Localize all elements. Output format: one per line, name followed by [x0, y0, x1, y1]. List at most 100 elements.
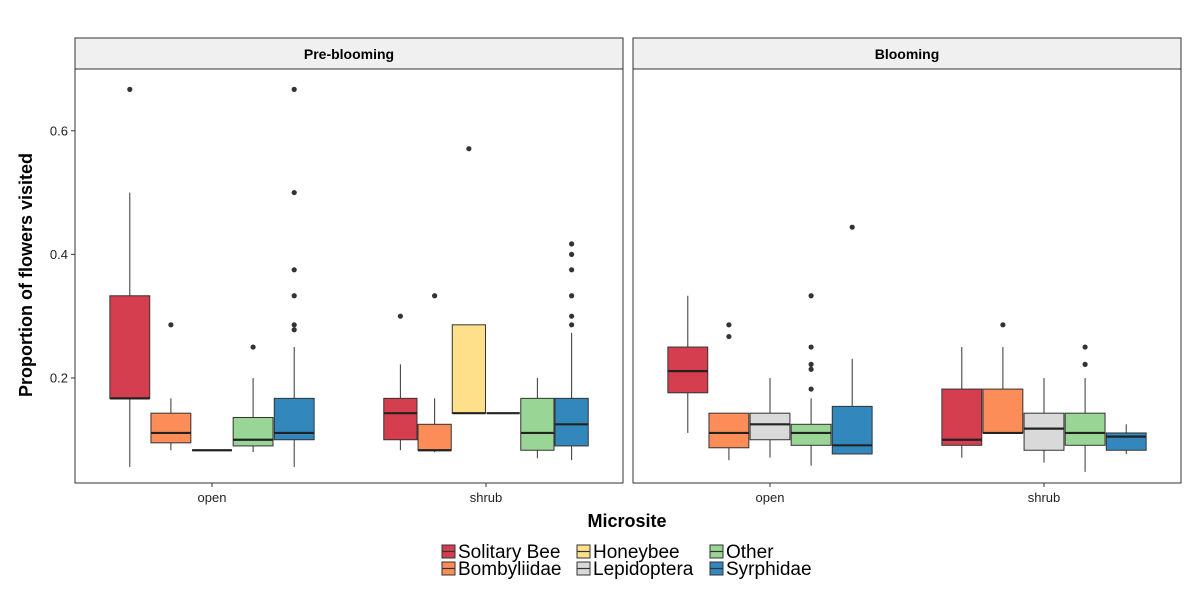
facet-panels: Pre-blooming 0.2 0.4 0.6 open shrub Blooming op…	[50, 37, 1182, 505]
x-tick-label: open	[756, 490, 785, 505]
box-other	[1064, 344, 1106, 472]
outlier-point	[849, 224, 855, 230]
x-tick-label: shrub	[1028, 490, 1061, 505]
box-body	[1064, 412, 1106, 446]
outlier-point	[397, 313, 403, 319]
box-lepidoptera	[749, 377, 791, 458]
legend-item-syrphidae: Syrphidae	[709, 559, 812, 580]
legend-label: Other	[726, 542, 774, 563]
box-body	[790, 423, 832, 446]
group-open	[109, 86, 315, 467]
panel-blooming: Blooming open shrub	[632, 37, 1182, 505]
outlier-point	[291, 189, 297, 196]
box-body	[417, 423, 452, 451]
box-solitary-bee	[667, 295, 709, 433]
outlier-point	[808, 361, 814, 367]
group-open	[667, 224, 873, 466]
outlier-point	[291, 293, 297, 299]
outlier-point	[127, 86, 133, 92]
outlier-point	[569, 251, 575, 257]
panel-pre-blooming: Pre-blooming 0.2 0.4 0.6 open shrub	[50, 37, 624, 505]
box-body	[150, 412, 192, 444]
outlier-point	[432, 293, 438, 299]
box-body	[520, 397, 555, 451]
facet-strip	[74, 37, 624, 70]
outlier-point	[569, 241, 575, 247]
box-body	[232, 417, 274, 447]
outlier-point	[291, 86, 297, 92]
outlier-point	[808, 366, 814, 372]
outlier-point	[808, 386, 814, 392]
x-tick-label: open	[198, 490, 227, 505]
box-body	[982, 388, 1024, 434]
box-other	[232, 344, 274, 453]
legend-item-bombyliidae: Bombyliidae	[441, 559, 562, 580]
box-body	[109, 295, 151, 399]
box-other	[790, 293, 832, 466]
legend-label: Syrphidae	[726, 559, 812, 580]
outlier-point	[808, 344, 814, 350]
x-axis-title: Microsite	[587, 511, 666, 531]
legend-label: Bombyliidae	[458, 559, 562, 580]
box-solitary-bee	[941, 347, 983, 458]
box-bombyliidae	[417, 293, 452, 453]
legend-label: Honeybee	[593, 542, 680, 563]
legend-item-honeybee: Honeybee	[576, 542, 680, 563]
box-bombyliidae	[150, 322, 192, 451]
outlier-point	[291, 327, 297, 333]
outlier-point	[726, 333, 732, 340]
outlier-point	[569, 293, 575, 299]
legend-item-other: Other	[709, 542, 774, 563]
facet-strip-label: Pre-blooming	[304, 46, 394, 62]
box-solitary-bee	[383, 313, 418, 451]
box-syrphidae	[1105, 424, 1147, 454]
outlier-point	[466, 146, 472, 152]
outlier-point	[291, 322, 297, 328]
box-syrphidae	[273, 86, 315, 467]
legend-item-solitary-bee: Solitary Bee	[441, 542, 560, 563]
box-syrphidae	[831, 224, 873, 455]
outlier-point	[1082, 361, 1088, 367]
y-tick-label: 0.4	[50, 247, 68, 262]
outlier-point	[1082, 344, 1088, 350]
group-shrub	[941, 322, 1147, 472]
outlier-point	[569, 267, 575, 273]
box-body	[667, 346, 709, 394]
legend-item-lepidoptera: Lepidoptera	[576, 559, 694, 580]
box-other	[520, 377, 555, 459]
outlier-point	[569, 322, 575, 328]
outlier-point	[1000, 322, 1006, 328]
outlier-point	[569, 313, 575, 319]
group-shrub	[383, 146, 589, 461]
box-body	[831, 405, 873, 455]
y-tick-label: 0.6	[50, 123, 68, 138]
box-lepidoptera	[1023, 377, 1065, 463]
box-body	[1105, 432, 1147, 451]
box-body	[749, 412, 791, 441]
facet-strip	[632, 37, 1182, 70]
box-solitary-bee	[109, 86, 151, 467]
box-honeybee	[451, 146, 486, 415]
box-body	[451, 324, 486, 414]
box-body	[383, 397, 418, 441]
outlier-point	[250, 344, 256, 350]
box-body	[1023, 412, 1065, 451]
outlier-point	[808, 293, 814, 299]
y-axis-title: Proportion of flowers visited	[16, 153, 36, 397]
box-bombyliidae	[708, 322, 750, 461]
box-body	[941, 388, 983, 446]
facet-strip-label: Blooming	[875, 46, 940, 62]
y-tick-label: 0.2	[50, 370, 68, 385]
x-tick-label: shrub	[470, 490, 503, 505]
outlier-point	[168, 322, 174, 328]
box-syrphidae	[554, 241, 589, 461]
outlier-point	[726, 322, 732, 328]
box-body	[708, 412, 750, 449]
legend-label: Solitary Bee	[458, 542, 560, 563]
box-body	[554, 397, 589, 447]
outlier-point	[291, 267, 297, 273]
box-bombyliidae	[982, 322, 1024, 435]
legend-label: Lepidoptera	[593, 559, 694, 580]
